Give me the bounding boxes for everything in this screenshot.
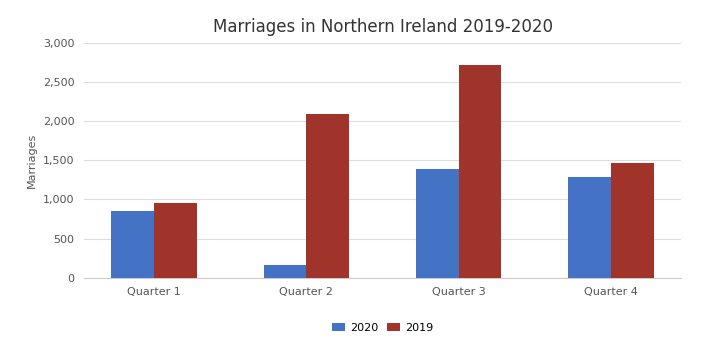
Legend: 2020, 2019: 2020, 2019: [328, 319, 437, 337]
Y-axis label: Marriages: Marriages: [27, 132, 37, 188]
Bar: [416, 169, 459, 278]
Bar: [264, 265, 306, 278]
Bar: [569, 177, 611, 278]
Bar: [112, 211, 154, 278]
Bar: [154, 203, 197, 278]
Bar: [459, 65, 501, 278]
Bar: [306, 114, 349, 278]
Bar: [611, 163, 654, 278]
Title: Marriages in Northern Ireland 2019-2020: Marriages in Northern Ireland 2019-2020: [213, 17, 552, 36]
